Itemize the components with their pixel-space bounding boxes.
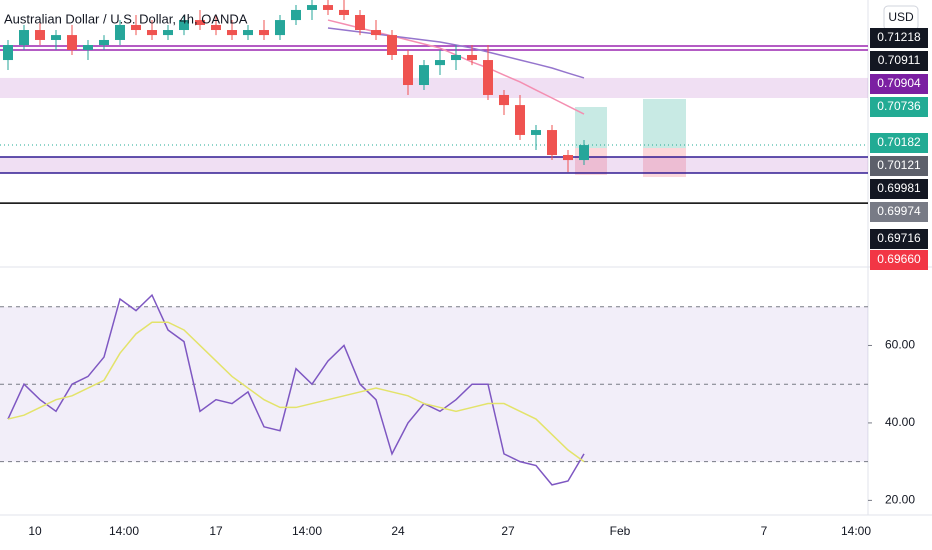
long-target xyxy=(643,99,686,148)
long-target xyxy=(575,107,607,148)
candle-body xyxy=(387,35,397,55)
candle-body xyxy=(435,60,445,66)
indicator-line xyxy=(7,293,585,486)
x-tick-label: 27 xyxy=(501,524,515,538)
x-tick-label: 14:00 xyxy=(109,524,139,538)
candle-body xyxy=(419,65,429,86)
price-badge xyxy=(870,202,928,222)
x-tick-label: 14:00 xyxy=(841,524,871,538)
candle-body xyxy=(339,9,349,16)
marks xyxy=(0,0,868,486)
x-tick-label: 10 xyxy=(28,524,42,538)
candle-body xyxy=(115,24,125,40)
price-badge xyxy=(870,97,928,117)
candle-body xyxy=(243,30,253,36)
price-badge xyxy=(870,179,928,199)
candle-body xyxy=(67,35,77,50)
candle-body xyxy=(19,30,29,46)
zone xyxy=(0,77,868,99)
candle-body xyxy=(275,20,285,36)
indicator-line xyxy=(7,321,585,463)
candle-body xyxy=(579,145,589,161)
price-badge xyxy=(870,250,928,270)
candle-body xyxy=(467,54,477,61)
x-tick-label: 17 xyxy=(209,524,223,538)
candle-body xyxy=(99,39,109,46)
candle-body xyxy=(3,45,13,61)
y-tick-label: 20.00 xyxy=(885,493,915,507)
y-tick-label: 40.00 xyxy=(885,415,915,429)
candle-body xyxy=(355,15,365,31)
price-badge xyxy=(870,156,928,176)
price-badge xyxy=(870,133,928,153)
price-badge-label: 0.70182 xyxy=(877,135,921,149)
y-tick-label: 60.00 xyxy=(885,338,915,352)
x-tick-label: 24 xyxy=(391,524,405,538)
currency-button-label[interactable]: USD xyxy=(888,10,914,24)
candle-body xyxy=(563,155,573,161)
zone xyxy=(0,157,868,174)
candle-body xyxy=(323,5,333,10)
candle-body xyxy=(291,9,301,21)
candle-body xyxy=(371,30,381,36)
price-badge-label: 0.69660 xyxy=(877,252,921,266)
candle-body xyxy=(211,24,221,31)
candle-body xyxy=(163,30,173,36)
chart-title: Australian Dollar / U.S. Dollar, 4h, OAN… xyxy=(4,11,248,26)
candle-body xyxy=(131,24,141,31)
long-stop xyxy=(643,148,686,177)
candle-body xyxy=(259,30,269,36)
candle-body xyxy=(307,5,317,10)
candle-body xyxy=(547,130,557,156)
price-badge-label: 0.69981 xyxy=(877,181,921,195)
x-tick-label: 14:00 xyxy=(292,524,322,538)
candle-body xyxy=(147,30,157,36)
price-badge xyxy=(870,229,928,249)
candle-body xyxy=(499,94,509,106)
price-badge-label: 0.69974 xyxy=(877,204,921,218)
candle-body xyxy=(531,130,541,135)
candle-body xyxy=(403,54,413,86)
price-badge-label: 0.69716 xyxy=(877,231,921,245)
candle-body xyxy=(35,30,45,40)
x-tick-label: Feb xyxy=(610,524,631,538)
candle-body xyxy=(227,30,237,36)
price-badge-label: 0.71218 xyxy=(877,30,921,44)
candle-body xyxy=(51,35,61,40)
candle-body xyxy=(515,105,525,135)
price-badge-label: 0.70911 xyxy=(878,53,921,67)
x-tick-label: 7 xyxy=(761,524,768,538)
price-badge-label: 0.70904 xyxy=(877,76,921,90)
candle-body xyxy=(179,20,189,31)
price-badge-label: 0.70736 xyxy=(877,99,921,113)
price-badge xyxy=(870,74,928,94)
price-badge-label: 0.70121 xyxy=(877,158,921,172)
price-badge xyxy=(870,51,928,71)
price-badge xyxy=(870,28,928,48)
candle-body xyxy=(483,60,493,95)
candle-body xyxy=(195,20,205,25)
candle-body xyxy=(83,45,93,50)
candle-body xyxy=(451,54,461,61)
